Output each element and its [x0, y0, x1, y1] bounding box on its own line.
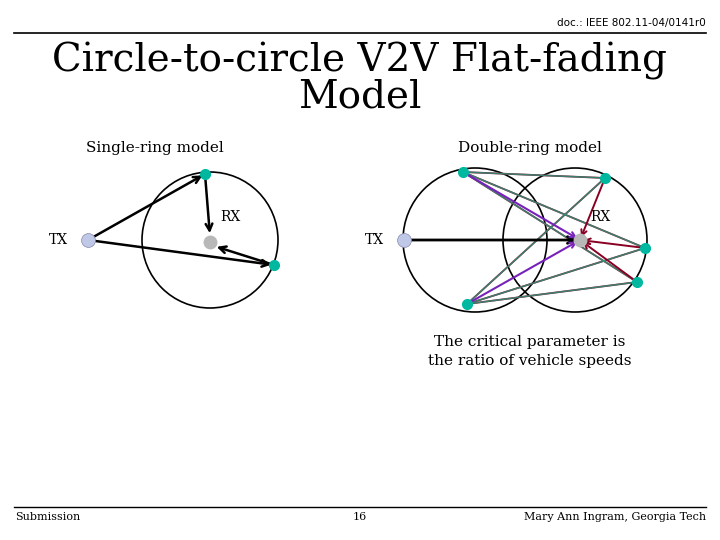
Text: Single-ring model: Single-ring model: [86, 141, 224, 155]
Text: Double-ring model: Double-ring model: [458, 141, 602, 155]
Text: Mary Ann Ingram, Georgia Tech: Mary Ann Ingram, Georgia Tech: [524, 512, 706, 522]
Text: Circle-to-circle V2V Flat-fading: Circle-to-circle V2V Flat-fading: [53, 42, 667, 80]
Text: TX: TX: [365, 233, 384, 247]
Text: 16: 16: [353, 512, 367, 522]
Text: Submission: Submission: [15, 512, 80, 522]
Text: RX: RX: [590, 210, 611, 224]
Text: TX: TX: [49, 233, 68, 247]
Text: The critical parameter is
the ratio of vehicle speeds: The critical parameter is the ratio of v…: [428, 335, 631, 368]
Text: Model: Model: [298, 78, 422, 115]
Text: doc.: IEEE 802.11-04/0141r0: doc.: IEEE 802.11-04/0141r0: [557, 18, 706, 28]
Text: RX: RX: [220, 210, 240, 224]
